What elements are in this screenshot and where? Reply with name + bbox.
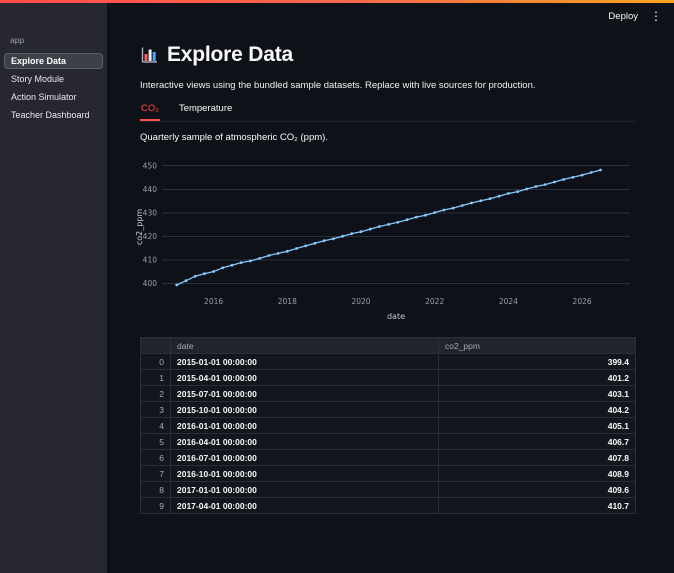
svg-text:440: 440	[143, 185, 158, 194]
co2ppm-cell[interactable]: 406.7	[438, 433, 636, 450]
table-row: 8 2017-01-01 00:00:00 409.6	[140, 481, 636, 498]
co2-line-chart[interactable]: 400 410 420 430 440 450 2016 2018 2020 2022 2024 20…	[132, 151, 638, 323]
svg-text:co2_ppm: co2_ppm	[135, 209, 144, 246]
date-cell[interactable]: 2016-07-01 00:00:00	[170, 449, 439, 466]
row-index-cell[interactable]: 9	[140, 497, 171, 514]
row-index-cell[interactable]: 0	[140, 353, 171, 370]
date-cell[interactable]: 2015-10-01 00:00:00	[170, 401, 439, 418]
svg-text:400: 400	[143, 279, 158, 288]
page-title-row: Explore Data	[140, 43, 637, 67]
row-index-cell[interactable]: 4	[140, 417, 171, 434]
svg-text:2016: 2016	[204, 297, 223, 306]
deploy-button[interactable]: Deploy	[608, 10, 638, 22]
date-cell[interactable]: 2015-01-01 00:00:00	[170, 353, 439, 370]
svg-text:2024: 2024	[499, 297, 518, 306]
row-index-cell[interactable]: 6	[140, 449, 171, 466]
co2ppm-cell[interactable]: 408.9	[438, 465, 636, 482]
page-content: Explore Data Interactive views using the…	[107, 29, 637, 514]
co2ppm-cell[interactable]: 405.1	[438, 417, 636, 434]
row-index-cell[interactable]: 5	[140, 433, 171, 450]
row-index-cell[interactable]: 2	[140, 385, 171, 402]
table-row: 0 2015-01-01 00:00:00 399.4	[140, 353, 636, 370]
svg-text:2026: 2026	[573, 297, 592, 306]
kebab-menu-icon[interactable]: ⋮	[650, 9, 662, 23]
svg-text:2022: 2022	[425, 297, 444, 306]
main-area: Deploy ⋮ Explore Data Interactive views …	[107, 3, 674, 573]
bar-chart-icon	[141, 47, 157, 63]
top-decoration-bar	[0, 0, 674, 3]
tab-bar: CO₂ Temperature	[140, 99, 635, 122]
index-column-header[interactable]	[140, 337, 171, 354]
co2ppm-cell[interactable]: 410.7	[438, 497, 636, 514]
co2ppm-cell[interactable]: 403.1	[438, 385, 636, 402]
tab-temperature[interactable]: Temperature	[178, 103, 233, 114]
row-index-cell[interactable]: 1	[140, 369, 171, 386]
date-cell[interactable]: 2017-04-01 00:00:00	[170, 497, 439, 514]
page-title: Explore Data	[167, 43, 293, 66]
table-row: 6 2016-07-01 00:00:00 407.8	[140, 449, 636, 466]
date-cell[interactable]: 2016-04-01 00:00:00	[170, 433, 439, 450]
co2ppm-column-header[interactable]: co2_ppm	[438, 337, 636, 354]
data-table: date co2_ppm 0 2015-01-01 00:00:00 399.4 1 2…	[140, 337, 636, 514]
date-cell[interactable]: 2017-01-01 00:00:00	[170, 481, 439, 498]
co2ppm-cell[interactable]: 399.4	[438, 353, 636, 370]
sidebar-item-explore-data[interactable]: Explore Data	[4, 53, 103, 69]
row-index-cell[interactable]: 7	[140, 465, 171, 482]
svg-text:420: 420	[143, 232, 158, 241]
co2-line-chart-svg[interactable]: 400 410 420 430 440 450 2016 2018 2020 2022 2024 20…	[132, 151, 638, 323]
date-cell[interactable]: 2015-04-01 00:00:00	[170, 369, 439, 386]
date-column-header[interactable]: date	[170, 337, 439, 354]
table-row: 5 2016-04-01 00:00:00 406.7	[140, 433, 636, 450]
toolbar: Deploy ⋮	[107, 3, 674, 29]
svg-text:450: 450	[143, 161, 158, 170]
table-row: 9 2017-04-01 00:00:00 410.7	[140, 497, 636, 514]
date-cell[interactable]: 2015-07-01 00:00:00	[170, 385, 439, 402]
co2ppm-cell[interactable]: 404.2	[438, 401, 636, 418]
svg-text:2018: 2018	[278, 297, 297, 306]
table-row: 2 2015-07-01 00:00:00 403.1	[140, 385, 636, 402]
table-row: 3 2015-10-01 00:00:00 404.2	[140, 401, 636, 418]
svg-text:2020: 2020	[351, 297, 370, 306]
row-index-cell[interactable]: 3	[140, 401, 171, 418]
co2ppm-cell[interactable]: 409.6	[438, 481, 636, 498]
table-row: 4 2016-01-01 00:00:00 405.1	[140, 417, 636, 434]
date-cell[interactable]: 2016-10-01 00:00:00	[170, 465, 439, 482]
sidebar-app-label: app	[10, 35, 25, 45]
sidebar-item-teacher-dashboard[interactable]: Teacher Dashboard	[11, 110, 90, 120]
co2ppm-cell[interactable]: 401.2	[438, 369, 636, 386]
co2ppm-cell[interactable]: 407.8	[438, 449, 636, 466]
svg-text:430: 430	[143, 209, 158, 218]
chart-caption: Quarterly sample of atmospheric CO₂ (ppm…	[140, 132, 328, 143]
sidebar-item-story-module[interactable]: Story Module	[11, 74, 65, 84]
row-index-cell[interactable]: 8	[140, 481, 171, 498]
table-row: 7 2016-10-01 00:00:00 408.9	[140, 465, 636, 482]
table-row: 1 2015-04-01 00:00:00 401.2	[140, 369, 636, 386]
table-header-row: date co2_ppm	[140, 337, 636, 354]
tab-co2[interactable]: CO₂	[140, 99, 160, 121]
svg-text:date: date	[387, 312, 405, 321]
date-cell[interactable]: 2016-01-01 00:00:00	[170, 417, 439, 434]
svg-text:410: 410	[143, 256, 158, 265]
sidebar-item-action-simulator[interactable]: Action Simulator	[11, 92, 77, 102]
intro-text: Interactive views using the bundled samp…	[140, 80, 536, 91]
sidebar: app Explore Data Story Module Action Sim…	[0, 3, 107, 573]
